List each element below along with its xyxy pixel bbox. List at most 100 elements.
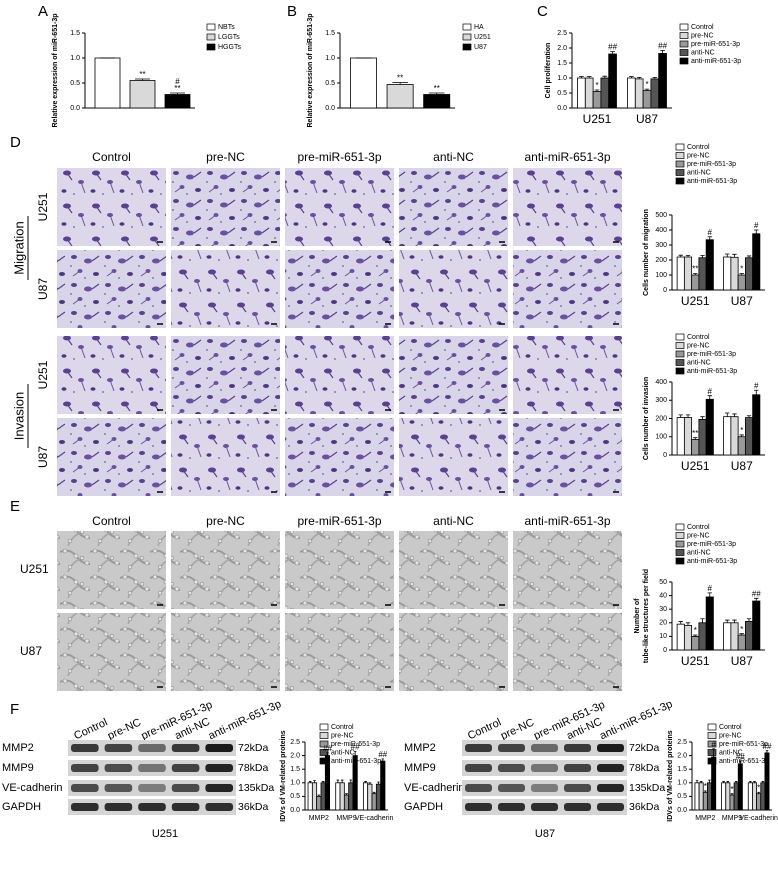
legend-swatch (206, 33, 216, 41)
error-bar (685, 622, 691, 626)
bar (650, 78, 660, 109)
legend-label: pre-NC (691, 32, 714, 39)
error-bar (746, 618, 752, 622)
legend-label: pre-miR-651-3p (687, 351, 736, 358)
blot-band (104, 764, 133, 772)
y-tick-label: 2.0 (557, 45, 567, 52)
legend-swatch (679, 40, 689, 48)
error-bar (753, 781, 756, 783)
size-label: 36kDa (238, 801, 269, 813)
error-bar (746, 415, 752, 418)
error-bar (381, 758, 385, 762)
bar (744, 621, 754, 651)
blot-band (498, 744, 525, 752)
bar (577, 77, 586, 109)
legend-label: HA (474, 24, 484, 31)
error-bar (678, 414, 683, 418)
error-bar (308, 781, 312, 783)
legend-label: anti-miR-651-3p (687, 178, 737, 185)
blot-band (531, 784, 558, 792)
micrograph (513, 531, 622, 609)
blot-band (531, 764, 558, 772)
legend-label: anti-NC (687, 549, 711, 556)
error-bar (739, 434, 744, 437)
significance-label: # (708, 387, 713, 396)
bar (707, 782, 712, 811)
lane-label: anti-miR-651-3p (598, 698, 675, 742)
micrograph (171, 250, 280, 328)
bar (339, 782, 345, 811)
lane-label: pre-NC (106, 716, 143, 742)
y-axis-label: Relative expression of miR-651-3p (307, 14, 314, 128)
y-axis-label: tube-like structures per field (643, 569, 650, 663)
legend-swatch (675, 557, 685, 565)
blot-band (465, 803, 492, 811)
bar (705, 596, 714, 651)
significance-label: ** (139, 70, 145, 79)
bar (756, 793, 762, 811)
error-bar (725, 412, 730, 417)
column-label: anti-NC (433, 514, 474, 528)
protein-label: GAPDH (404, 801, 443, 813)
bar (658, 53, 667, 109)
micrograph (171, 531, 280, 609)
bar (725, 782, 731, 811)
bar (730, 622, 739, 651)
blot-band (498, 784, 525, 792)
legend-swatch (679, 49, 689, 56)
blot-band (138, 803, 166, 811)
size-label: 78kDa (238, 762, 269, 774)
error-bar (368, 782, 372, 785)
micrograph (57, 168, 166, 246)
protein-label: MMP2 (2, 742, 34, 754)
bar (343, 794, 350, 811)
bar (350, 57, 377, 109)
significance-label: ** (434, 84, 440, 93)
error-bar (734, 781, 738, 783)
legend-label: anti-miR-651-3p (687, 558, 737, 565)
y-tick-label: 0.5 (325, 80, 335, 87)
bar (600, 77, 610, 109)
legend-swatch (675, 549, 685, 556)
legend-swatch (319, 723, 329, 731)
blot-band (71, 764, 99, 772)
error-bar (765, 750, 769, 753)
micrograph (399, 168, 508, 246)
protein-label: MMP9 (404, 762, 436, 774)
bar (316, 796, 322, 811)
x-tick-label: MMP2 (695, 815, 715, 822)
y-tick-label: 0.5 (70, 80, 80, 87)
bar (311, 782, 318, 811)
y-tick-label: 300 (655, 242, 667, 249)
blot-band (564, 764, 591, 772)
y-tick-label: 500 (655, 212, 667, 219)
column-label: pre-miR-651-3p (297, 514, 381, 528)
legend-swatch (675, 523, 685, 531)
blot-band (498, 764, 525, 772)
blot-band (597, 744, 624, 752)
micrograph (57, 613, 166, 691)
bar (683, 256, 693, 291)
legend-label: pre-miR-651-3p (687, 161, 736, 168)
micrograph (399, 336, 508, 414)
x-tick-label: VE-cadherin (355, 815, 394, 822)
y-tick-label: 100 (655, 272, 667, 279)
legend-swatch (319, 740, 329, 748)
legend-label: pre-NC (331, 732, 354, 739)
y-tick-label: 0 (663, 647, 667, 654)
legend-swatch (707, 723, 717, 731)
bar (367, 783, 373, 811)
error-bar (700, 416, 705, 420)
error-bar (317, 794, 321, 797)
column-label: pre-NC (206, 514, 245, 528)
blot-band (597, 784, 624, 792)
bar (592, 91, 602, 109)
micrograph (285, 336, 394, 414)
legend-label: LGGTs (218, 34, 240, 41)
y-tick-label: 1.5 (70, 30, 80, 37)
significance-label: # (708, 584, 713, 593)
error-bar (693, 273, 698, 275)
size-label: 72kDa (629, 742, 660, 754)
bar (737, 634, 746, 651)
significance-label: ** (692, 429, 698, 438)
